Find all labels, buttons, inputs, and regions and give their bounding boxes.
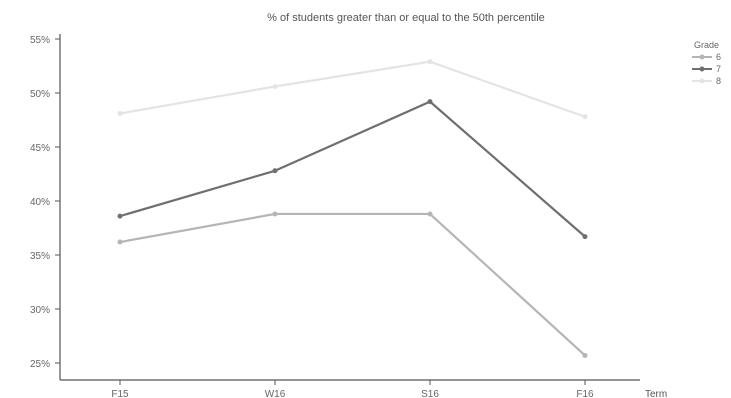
data-point-grade-7 (272, 168, 278, 174)
data-point-grade-8 (582, 114, 588, 120)
y-tick-label: 40% (30, 197, 50, 208)
legend-swatch-marker (699, 78, 705, 84)
x-tick-label: F16 (576, 389, 594, 398)
legend: Grade 6 7 8 (692, 40, 721, 86)
legend-title: Grade (694, 40, 719, 50)
legend-label: 8 (716, 76, 721, 86)
chart-title: % of students greater than or equal to t… (267, 12, 545, 24)
x-tick-labels: F15 W16 S16 F16 (111, 380, 594, 398)
data-point-grade-8 (117, 111, 123, 117)
x-axis-title: Term (645, 389, 667, 398)
data-point-grade-7 (582, 234, 588, 240)
data-point-grade-6 (272, 211, 278, 217)
legend-label: 6 (716, 52, 721, 62)
data-point-grade-7 (117, 213, 123, 219)
axes (59, 34, 640, 381)
data-point-grade-7 (427, 99, 433, 105)
series-layer (117, 59, 588, 358)
series-line-grade-7 (119, 100, 586, 238)
y-tick-labels: 25% 30% 35% 40% 45% 50% 55% (30, 35, 60, 370)
data-point-grade-6 (427, 211, 433, 217)
legend-swatch-marker (699, 66, 705, 72)
y-tick-label: 30% (30, 305, 50, 316)
y-tick-label: 35% (30, 251, 50, 262)
y-tick-label: 45% (30, 143, 50, 154)
y-tick-label: 55% (30, 35, 50, 46)
y-tick-label: 50% (30, 89, 50, 100)
data-point-grade-8 (427, 59, 433, 65)
data-point-grade-8 (272, 84, 278, 90)
legend-label: 7 (716, 64, 721, 74)
x-tick-label: W16 (265, 389, 286, 398)
legend-swatch-marker (699, 54, 705, 60)
x-tick-label: F15 (111, 389, 129, 398)
data-point-grade-6 (117, 239, 123, 245)
y-tick-label: 25% (30, 359, 50, 370)
series-line-grade-8 (119, 60, 586, 118)
series-line-grade-6 (119, 212, 586, 357)
x-tick-label: S16 (421, 389, 439, 398)
data-point-grade-6 (582, 352, 588, 358)
